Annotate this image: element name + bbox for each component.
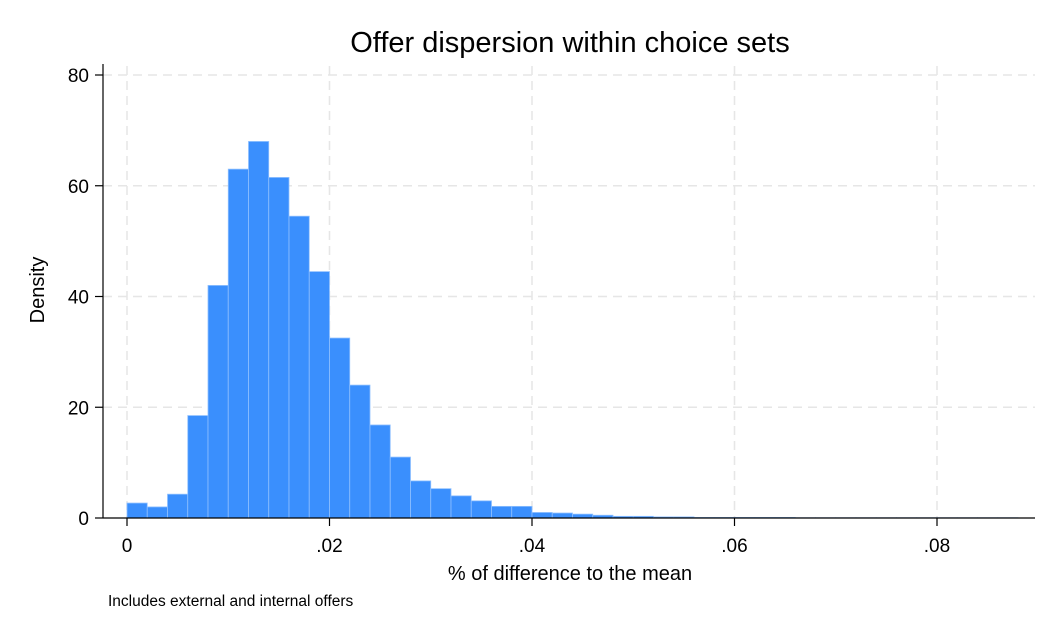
histogram-bar bbox=[410, 480, 432, 519]
histogram-bar bbox=[146, 506, 168, 519]
x-axis-title: % of difference to the mean bbox=[448, 563, 692, 585]
y-axis-title: Density bbox=[27, 257, 49, 324]
x-tick-label: 0 bbox=[122, 536, 133, 557]
histogram-bar bbox=[450, 495, 472, 519]
chart-note: Includes external and internal offers bbox=[108, 593, 354, 610]
histogram-bar bbox=[167, 493, 189, 519]
bars-layer bbox=[126, 141, 1019, 519]
histogram-bar bbox=[511, 505, 533, 519]
histogram-bar bbox=[349, 384, 371, 519]
y-tick-label: 80 bbox=[68, 66, 89, 87]
chart-title: Offer dispersion within choice sets bbox=[350, 27, 790, 59]
histogram-bar bbox=[531, 512, 553, 519]
histogram-bar bbox=[268, 177, 290, 519]
x-tick-label: .02 bbox=[316, 536, 342, 557]
histogram-bar bbox=[329, 337, 351, 519]
y-tick-label: 0 bbox=[78, 509, 89, 530]
histogram-bar bbox=[308, 271, 330, 519]
y-tick-label: 40 bbox=[68, 288, 89, 309]
x-tick-label: .06 bbox=[721, 536, 747, 557]
histogram-bar bbox=[288, 215, 310, 519]
ticks-layer: 0 20 40 60 80 0 .02 .04 .06 .08 bbox=[68, 66, 950, 557]
y-tick-label: 60 bbox=[68, 177, 89, 198]
histogram-bar bbox=[187, 415, 209, 519]
histogram-bar bbox=[227, 168, 249, 519]
histogram-bar bbox=[389, 456, 411, 519]
histogram-bar bbox=[491, 505, 513, 519]
histogram-bar bbox=[126, 502, 148, 519]
histogram-bar bbox=[207, 285, 229, 519]
axes-layer bbox=[102, 64, 1035, 519]
histogram-bar bbox=[430, 488, 452, 519]
histogram-bar bbox=[369, 424, 391, 519]
histogram-bar bbox=[248, 141, 270, 519]
y-tick-label: 20 bbox=[68, 398, 89, 419]
histogram-bar bbox=[551, 512, 573, 519]
histogram-bar bbox=[470, 500, 492, 519]
x-tick-label: .04 bbox=[519, 536, 546, 557]
x-tick-label: .08 bbox=[924, 536, 950, 557]
